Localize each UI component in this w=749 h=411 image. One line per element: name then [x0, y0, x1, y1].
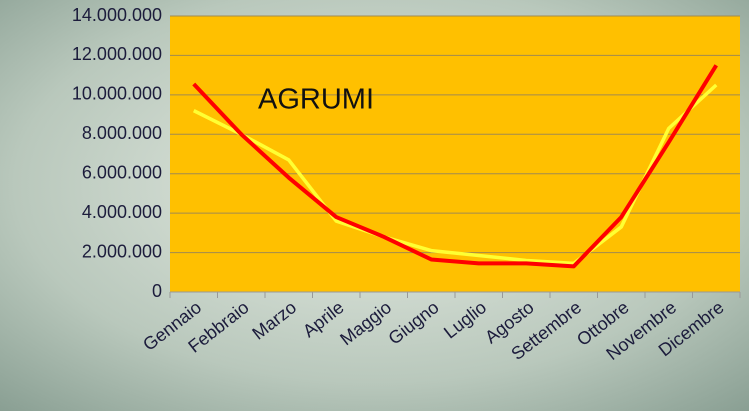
y-tick-label: 10.000.000	[72, 84, 162, 104]
annotation: AGRUMI	[258, 84, 374, 116]
y-tick-label: 8.000.000	[82, 123, 162, 143]
y-tick-label: 12.000.000	[72, 44, 162, 64]
y-tick-label: 14.000.000	[72, 5, 162, 25]
y-tick-label: 6.000.000	[82, 162, 162, 182]
y-tick-label: 4.000.000	[82, 202, 162, 222]
series-line	[192, 64, 718, 269]
y-tick-label: 0	[152, 281, 162, 301]
y-tick-label: 2.000.000	[82, 241, 162, 261]
series-line	[192, 83, 718, 266]
